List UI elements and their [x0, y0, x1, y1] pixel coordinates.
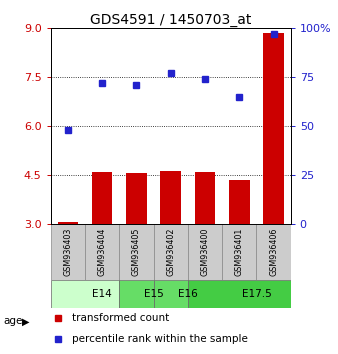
- Bar: [92, 172, 113, 224]
- Text: percentile rank within the sample: percentile rank within the sample: [72, 334, 248, 344]
- Bar: [257, 224, 291, 280]
- Text: GSM936405: GSM936405: [132, 228, 141, 276]
- Text: GSM936403: GSM936403: [63, 228, 72, 276]
- Bar: [57, 222, 78, 224]
- Bar: [119, 280, 153, 308]
- Title: GDS4591 / 1450703_at: GDS4591 / 1450703_at: [90, 13, 251, 27]
- Bar: [263, 33, 284, 224]
- Text: GSM936402: GSM936402: [166, 228, 175, 276]
- Bar: [153, 224, 188, 280]
- Text: GSM936406: GSM936406: [269, 228, 278, 276]
- Bar: [195, 172, 215, 224]
- Bar: [161, 171, 181, 224]
- Text: E16: E16: [178, 289, 198, 299]
- Text: GSM936401: GSM936401: [235, 228, 244, 276]
- Bar: [188, 280, 291, 308]
- Bar: [126, 173, 147, 224]
- Text: GSM936400: GSM936400: [200, 228, 210, 276]
- Bar: [188, 224, 222, 280]
- Text: E14: E14: [92, 289, 112, 299]
- Text: age: age: [3, 316, 23, 326]
- Text: E15: E15: [144, 289, 164, 299]
- Bar: [51, 280, 119, 308]
- Text: GSM936404: GSM936404: [98, 228, 106, 276]
- Bar: [85, 224, 119, 280]
- Text: E17.5: E17.5: [242, 289, 271, 299]
- Text: transformed count: transformed count: [72, 313, 170, 323]
- Bar: [222, 224, 257, 280]
- Bar: [51, 224, 85, 280]
- Text: ▶: ▶: [22, 316, 29, 326]
- Bar: [153, 280, 188, 308]
- Bar: [229, 180, 249, 224]
- Bar: [119, 224, 153, 280]
